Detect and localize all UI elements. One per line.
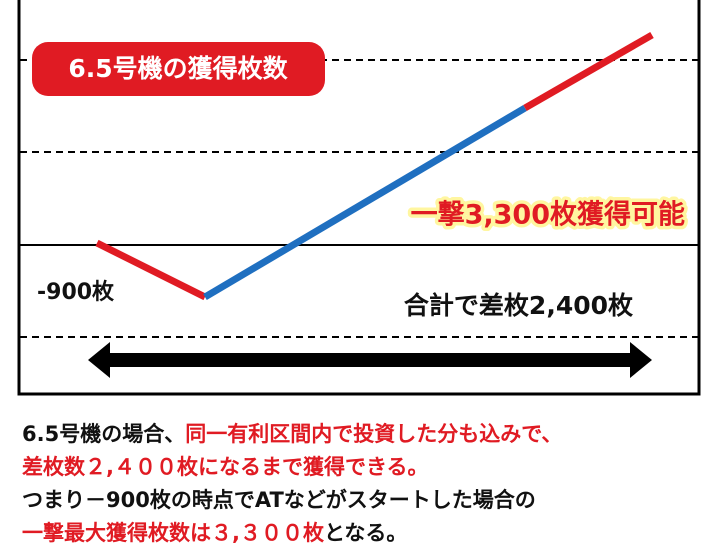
- caption-line: つまり－900枚の時点でATなどがスタートした場合の: [22, 484, 536, 514]
- caption-highlight: 一撃最大獲得枚数は３,３００枚: [22, 521, 324, 545]
- caption-text: つまり－900枚の時点でATなどがスタートした場合の: [22, 488, 536, 512]
- diagram: 6.5号機の獲得枚数 一撃3,300枚獲得可能 -900枚 合計で差枚2,400…: [17, 0, 701, 396]
- rise-line: [203, 104, 527, 301]
- caption-line: 6.5号機の場合、同一有利区間内で投資した分も込みで、: [22, 418, 562, 448]
- rise-line-end: [523, 31, 654, 112]
- total-label: 合計で差枚2,400枚: [404, 291, 633, 320]
- caption-line: 差枚数２,４００枚になるまで獲得できる。: [22, 451, 429, 481]
- caption-highlight: 差枚数２,４００枚になるまで獲得できる。: [22, 455, 429, 479]
- low-label: -900枚: [37, 279, 114, 305]
- badge-bg: [32, 42, 325, 96]
- caption-highlight: 同一有利区間内で投資した分も込みで、: [185, 422, 563, 446]
- caption-text: となる。: [323, 521, 408, 545]
- caption-line: 一撃最大獲得枚数は３,３００枚となる。: [22, 517, 407, 547]
- badge: 6.5号機の獲得枚数: [68, 54, 288, 83]
- span-arrow: [88, 342, 652, 378]
- caption-text: 6.5号機の場合、: [22, 422, 186, 446]
- drop-line: [95, 239, 207, 301]
- callout: 一撃3,300枚獲得可能: [411, 199, 685, 231]
